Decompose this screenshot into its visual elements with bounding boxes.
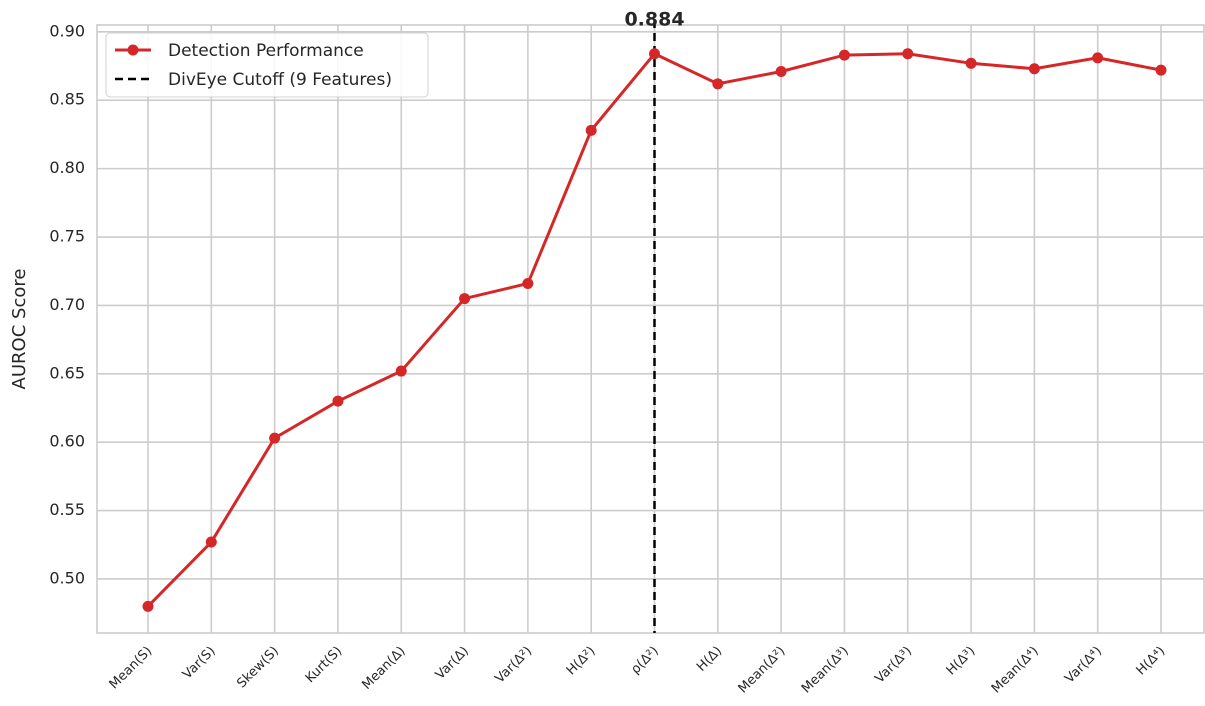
x-tick-label: Mean(Δ) [359, 644, 408, 693]
annotation: 0.884 [624, 9, 684, 31]
x-tick-label: H(Δ) [694, 644, 725, 675]
y-tick-label: 0.80 [49, 158, 85, 177]
y-axis-label: AUROC Score [9, 269, 30, 390]
data-point [1092, 52, 1104, 64]
x-tick-label: Skew(S) [234, 644, 282, 692]
x-tick-label: Var(Δ) [433, 644, 472, 683]
legend-label: Detection Performance [168, 41, 364, 61]
x-tick-label: Mean(Δ⁴) [989, 644, 1042, 697]
x-tick-label: ρ(Δ²) [628, 644, 662, 678]
x-tick-label: Mean(Δ³) [799, 644, 852, 697]
y-tick-label: 0.60 [49, 432, 85, 451]
y-tick-label: 0.70 [49, 295, 85, 314]
data-point [838, 49, 850, 61]
data-point [1155, 64, 1167, 76]
x-tick-label: Var(Δ²) [492, 644, 535, 687]
data-point [269, 432, 281, 444]
plot-frame [96, 24, 1205, 634]
x-tick-label: Var(Δ⁴) [1062, 644, 1105, 687]
legend-box [105, 32, 429, 98]
data-point [395, 365, 407, 377]
y-tick-label: 0.90 [49, 21, 85, 40]
data-point [775, 66, 787, 78]
x-tick-label: H(Δ⁴) [1134, 644, 1169, 679]
data-point [522, 278, 534, 290]
x-tick-label: H(Δ²) [564, 644, 599, 679]
data-point [585, 124, 597, 136]
legend-label: DivEye Cutoff (9 Features) [168, 70, 392, 90]
legend: Detection Performance DivEye Cutoff (9 Fe… [105, 32, 429, 98]
y-tick-label: 0.75 [49, 227, 85, 246]
data-point [1028, 63, 1040, 75]
data-point [142, 600, 154, 612]
data-point [902, 48, 914, 60]
data-point [332, 395, 344, 407]
data-point [965, 57, 977, 69]
y-tick-label: 0.65 [49, 363, 85, 382]
legend-swatch [127, 44, 139, 56]
x-tick-label: Kurt(S) [303, 644, 345, 686]
x-tick-label: Mean(Δ²) [736, 644, 789, 697]
y-tick-label: 0.55 [49, 500, 85, 519]
x-tick-label: H(Δ³) [944, 644, 979, 679]
data-point [712, 78, 724, 90]
x-tick-label: Var(S) [180, 644, 219, 683]
x-tick-label: Var(Δ³) [872, 644, 915, 687]
y-tick-label: 0.50 [49, 568, 85, 587]
x-tick-label: Mean(S) [107, 644, 156, 693]
y-tick-label: 0.85 [49, 90, 85, 109]
data-point [205, 536, 217, 548]
data-point [649, 48, 660, 60]
data-point [459, 293, 471, 305]
